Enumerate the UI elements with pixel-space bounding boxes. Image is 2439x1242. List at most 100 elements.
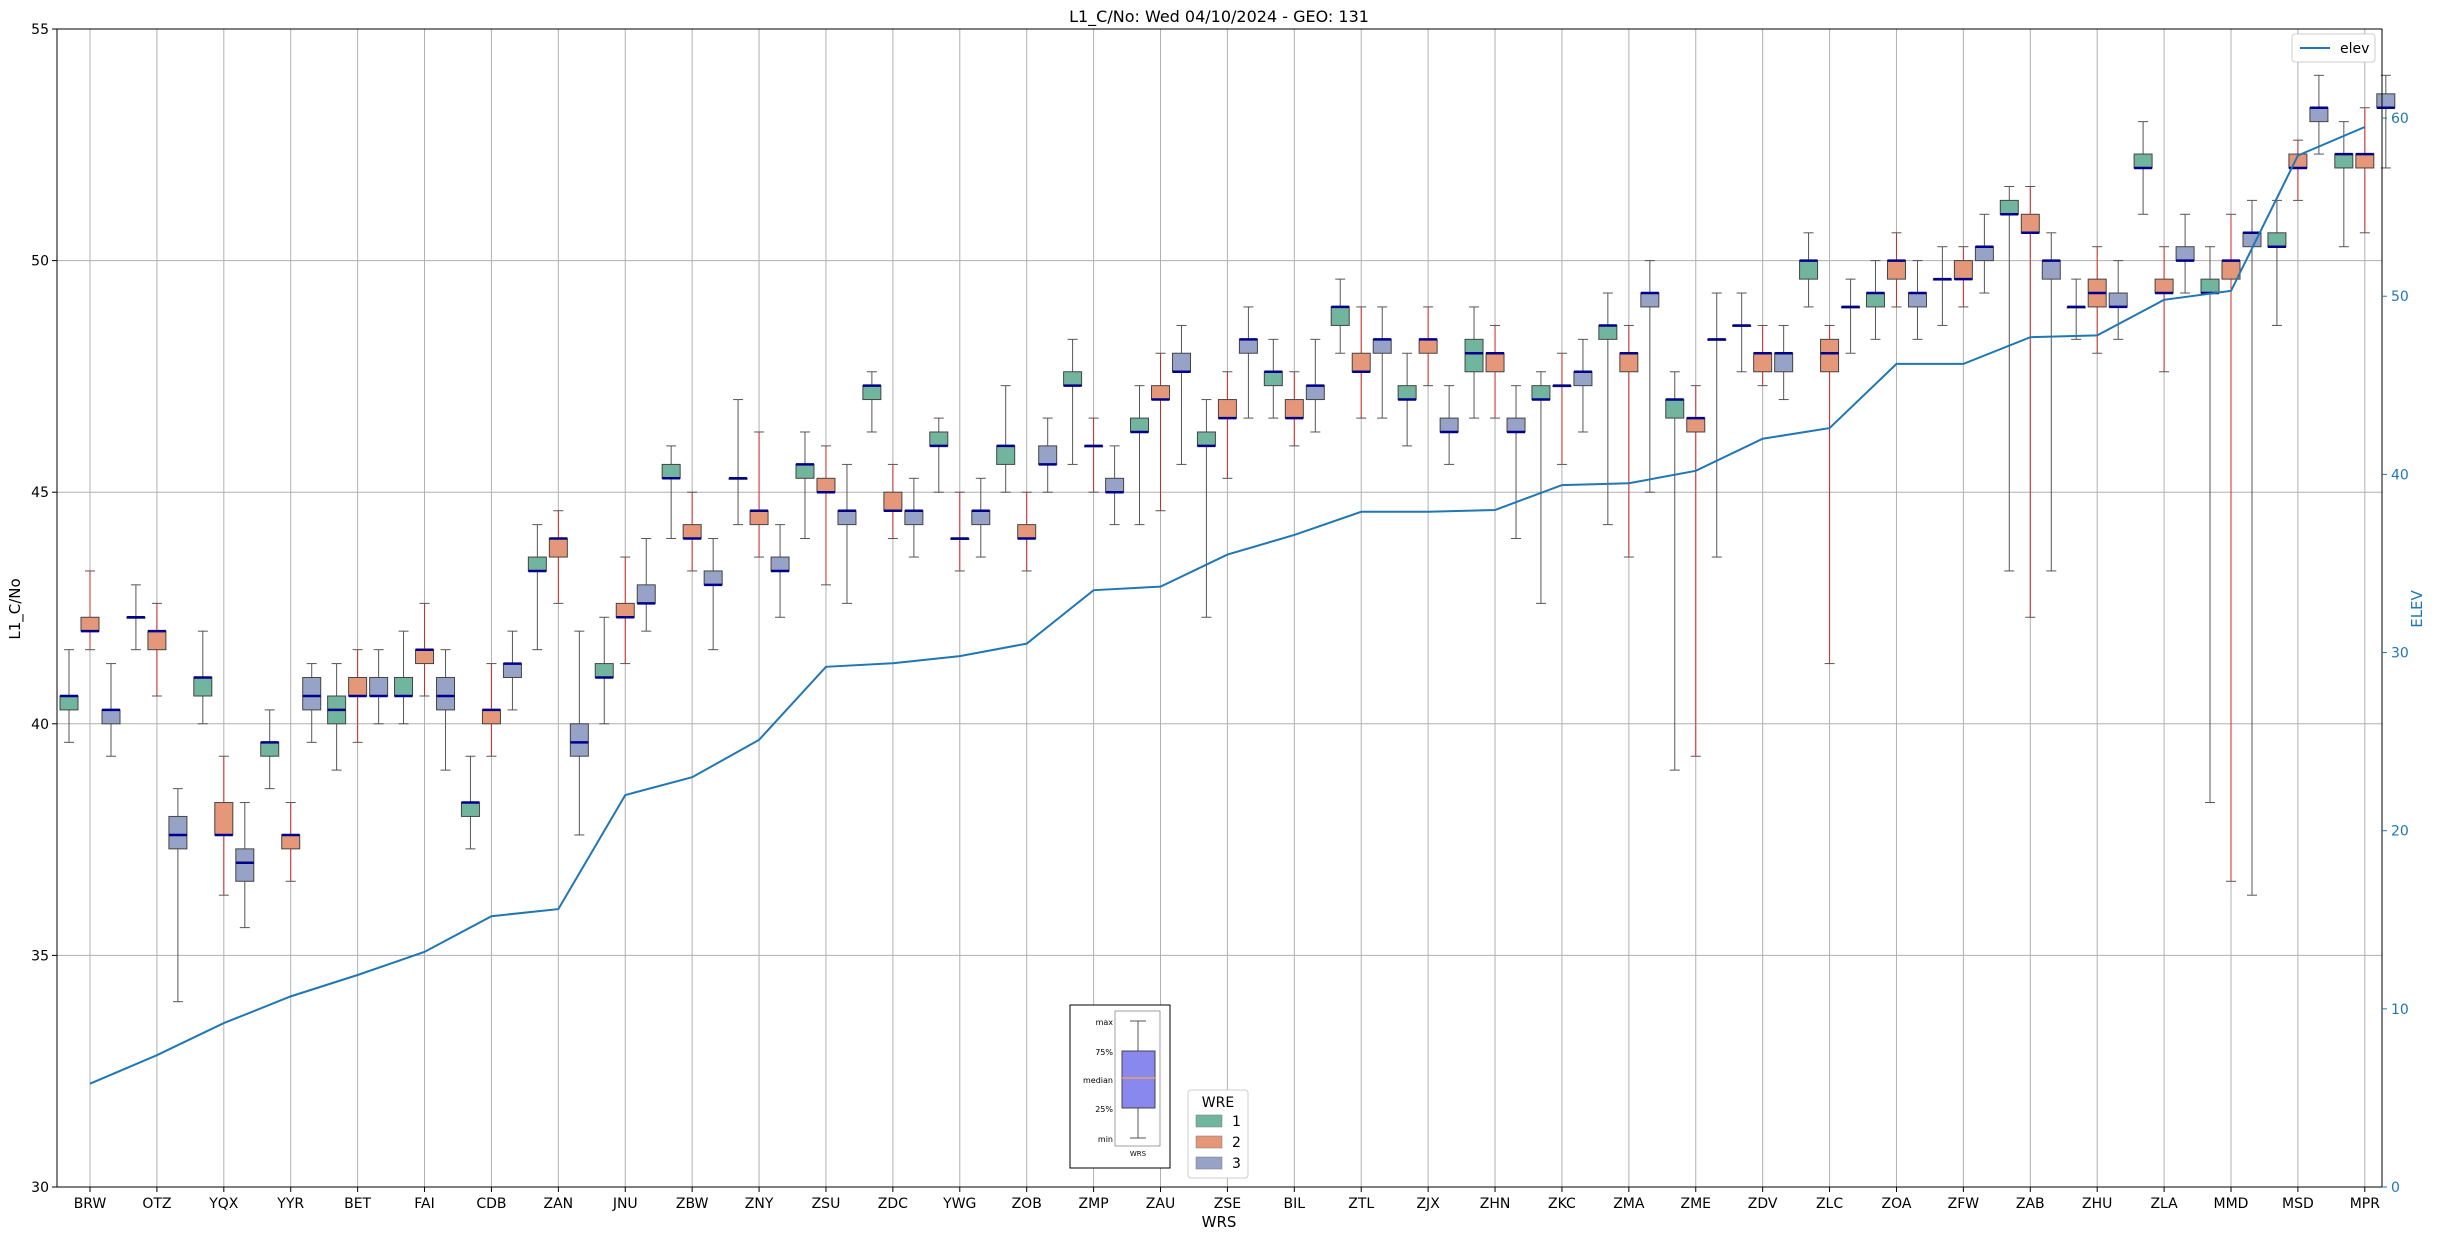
box-iqr xyxy=(1397,385,1417,401)
box-YWG-wre1 xyxy=(929,417,949,493)
box-YYR-wre2 xyxy=(281,802,301,882)
x-tick-label: ZSU xyxy=(812,1196,841,1212)
box-ZAN-wre2 xyxy=(548,510,568,604)
wre-legend-title: WRE xyxy=(1202,1095,1234,1111)
box-iqr xyxy=(1753,352,1773,373)
box-ZHU-wre1 xyxy=(2066,278,2086,340)
box-iqr xyxy=(594,663,614,678)
x-tick-label: ZMA xyxy=(1613,1196,1645,1212)
elev-line xyxy=(89,126,2366,1085)
box-iqr xyxy=(996,445,1016,465)
x-tick-label: ZLC xyxy=(1816,1196,1843,1212)
x-tick-label: BRW xyxy=(74,1196,107,1212)
box-iqr xyxy=(214,802,234,836)
box-BRW-wre3 xyxy=(101,663,121,757)
box-ZLA-wre1 xyxy=(2133,121,2153,215)
y2-axis-label: ELEV xyxy=(2408,589,2426,627)
wre-legend-label: 3 xyxy=(1232,1156,1241,1172)
x-axis-label: WRS xyxy=(1202,1213,1237,1231)
box-ZAB-wre3 xyxy=(2041,232,2061,572)
box-iqr xyxy=(1598,324,1618,340)
box-ZKC-wre1 xyxy=(1531,371,1551,604)
box-iqr xyxy=(235,848,255,882)
box-iqr xyxy=(1105,477,1125,493)
box-iqr xyxy=(460,802,480,817)
box-ZDC-wre3 xyxy=(904,477,924,558)
box-YQX-wre3 xyxy=(235,802,255,929)
box-YWG-wre3 xyxy=(971,477,991,558)
box-JNU-wre2 xyxy=(615,556,635,665)
box-iqr xyxy=(2309,107,2329,123)
key-label: max xyxy=(1096,1018,1114,1027)
box-iqr xyxy=(636,584,656,604)
wre-legend-swatch xyxy=(1195,1135,1223,1149)
box-ZDC-wre1 xyxy=(862,371,882,433)
box-iqr xyxy=(2020,213,2040,234)
box-iqr xyxy=(193,676,213,697)
x-tick-label: YQX xyxy=(208,1196,239,1212)
box-ZMP-wre1 xyxy=(1063,338,1083,465)
y-tick-label: 30 xyxy=(31,1180,49,1196)
box-iqr xyxy=(2154,278,2174,294)
box-ZMA-wre3 xyxy=(1640,260,1660,493)
box-ZLC-wre2 xyxy=(1820,324,1840,665)
x-tick-label: ZTL xyxy=(1348,1196,1374,1212)
x-tick-label: MMD xyxy=(2214,1196,2249,1212)
key-label: 75% xyxy=(1095,1048,1113,1057)
box-ZTL-wre2 xyxy=(1351,306,1371,419)
box-ZOB-wre3 xyxy=(1038,417,1058,493)
box-iqr xyxy=(1820,338,1840,373)
box-iqr xyxy=(1017,524,1037,540)
wre-legend: WRE 1 2 3 xyxy=(1187,1089,1249,1179)
box-ZOA-wre3 xyxy=(1907,260,1927,340)
box-MSD-wre1 xyxy=(2267,199,2287,326)
box-iqr xyxy=(2334,153,2354,169)
box-JNU-wre3 xyxy=(636,538,656,632)
box-iqr xyxy=(2376,93,2396,109)
box-iqr xyxy=(2108,292,2128,308)
box-iqr xyxy=(1531,385,1551,401)
box-ZOA-wre1 xyxy=(1865,260,1885,340)
elev-legend-label: elev xyxy=(2340,41,2369,57)
box-iqr xyxy=(1774,352,1794,373)
box-iqr xyxy=(862,385,882,401)
box-iqr xyxy=(1305,385,1325,401)
elev-line-series xyxy=(89,126,2366,1085)
x-tick-label: ZKC xyxy=(1548,1196,1576,1212)
box-ZOB-wre2 xyxy=(1017,491,1037,572)
box-iqr xyxy=(1196,431,1216,447)
box-ZKC-wre3 xyxy=(1573,338,1593,433)
box-iqr xyxy=(59,695,79,711)
box-key-inset: max 75% median 25% min WRS xyxy=(1069,1004,1171,1169)
box-YYR-wre3 xyxy=(302,663,322,743)
x-tick-label: ZHN xyxy=(1480,1196,1511,1212)
box-iqr xyxy=(1974,246,1994,262)
box-series xyxy=(59,74,2396,1003)
x-tick-label: ZNY xyxy=(745,1196,774,1212)
chart-title: L1_C/No: Wed 04/10/2024 - GEO: 131 xyxy=(1069,7,1369,27)
box-iqr xyxy=(481,709,501,725)
box-iqr xyxy=(1485,352,1505,373)
box-iqr xyxy=(168,815,188,850)
box-BIL-wre2 xyxy=(1284,371,1304,447)
box-YYR-wre1 xyxy=(260,709,280,790)
box-ZMP-wre3 xyxy=(1105,445,1125,526)
box-iqr xyxy=(101,709,121,725)
y-tick-label: 55 xyxy=(31,22,49,38)
box-iqr xyxy=(1953,260,1973,280)
box-iqr xyxy=(80,616,100,632)
x-tick-label: MSD xyxy=(2282,1196,2314,1212)
wre-legend-label: 1 xyxy=(1232,1114,1241,1130)
box-iqr xyxy=(369,676,389,697)
box-BIL-wre1 xyxy=(1263,338,1283,419)
y2-tick-label: 30 xyxy=(2391,646,2409,662)
elev-legend: elev xyxy=(2291,33,2376,63)
box-ZSU-wre1 xyxy=(795,431,815,540)
box-ZHU-wre2 xyxy=(2087,246,2107,354)
box-iqr xyxy=(1063,371,1083,387)
box-iqr xyxy=(302,676,322,711)
box-ZMP-wre2 xyxy=(1084,417,1104,493)
box-ZAU-wre2 xyxy=(1151,352,1171,512)
x-tick-label: JNU xyxy=(612,1196,638,1212)
